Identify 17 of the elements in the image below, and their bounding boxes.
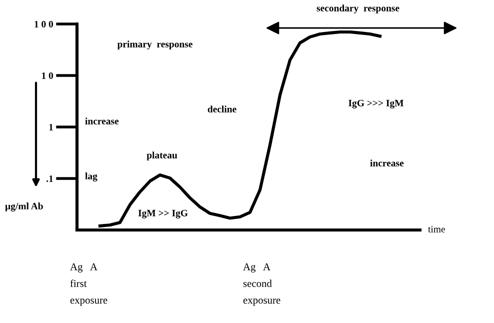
annotation: primary response bbox=[117, 40, 192, 50]
annotation: decline bbox=[208, 106, 236, 112]
x-axis-title: time bbox=[428, 226, 445, 232]
y-tick-label: 1 0 bbox=[42, 72, 54, 79]
annotation: plateau bbox=[146, 152, 178, 160]
annotation: increase bbox=[85, 118, 119, 124]
y-tick-label: 1 0 0 bbox=[34, 20, 54, 28]
text: Ag A first exposure bbox=[70, 263, 108, 306]
annotation: IgG >>> IgM bbox=[348, 100, 404, 108]
y-tick-label: 1 bbox=[49, 124, 53, 130]
annotation: increase bbox=[370, 160, 404, 166]
annotation: IgM >> IgG bbox=[138, 210, 188, 218]
annotation: lag bbox=[85, 172, 98, 182]
y-axis-title: µg/ml Ab bbox=[5, 202, 43, 212]
text: Ag A second exposure bbox=[243, 263, 280, 306]
y-tick-label: .1 bbox=[46, 175, 53, 182]
text: secondary response bbox=[316, 4, 400, 14]
